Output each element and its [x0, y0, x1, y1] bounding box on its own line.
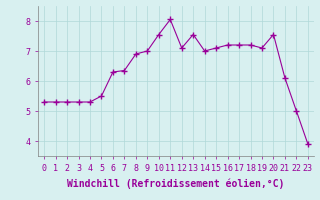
- X-axis label: Windchill (Refroidissement éolien,°C): Windchill (Refroidissement éolien,°C): [67, 178, 285, 189]
